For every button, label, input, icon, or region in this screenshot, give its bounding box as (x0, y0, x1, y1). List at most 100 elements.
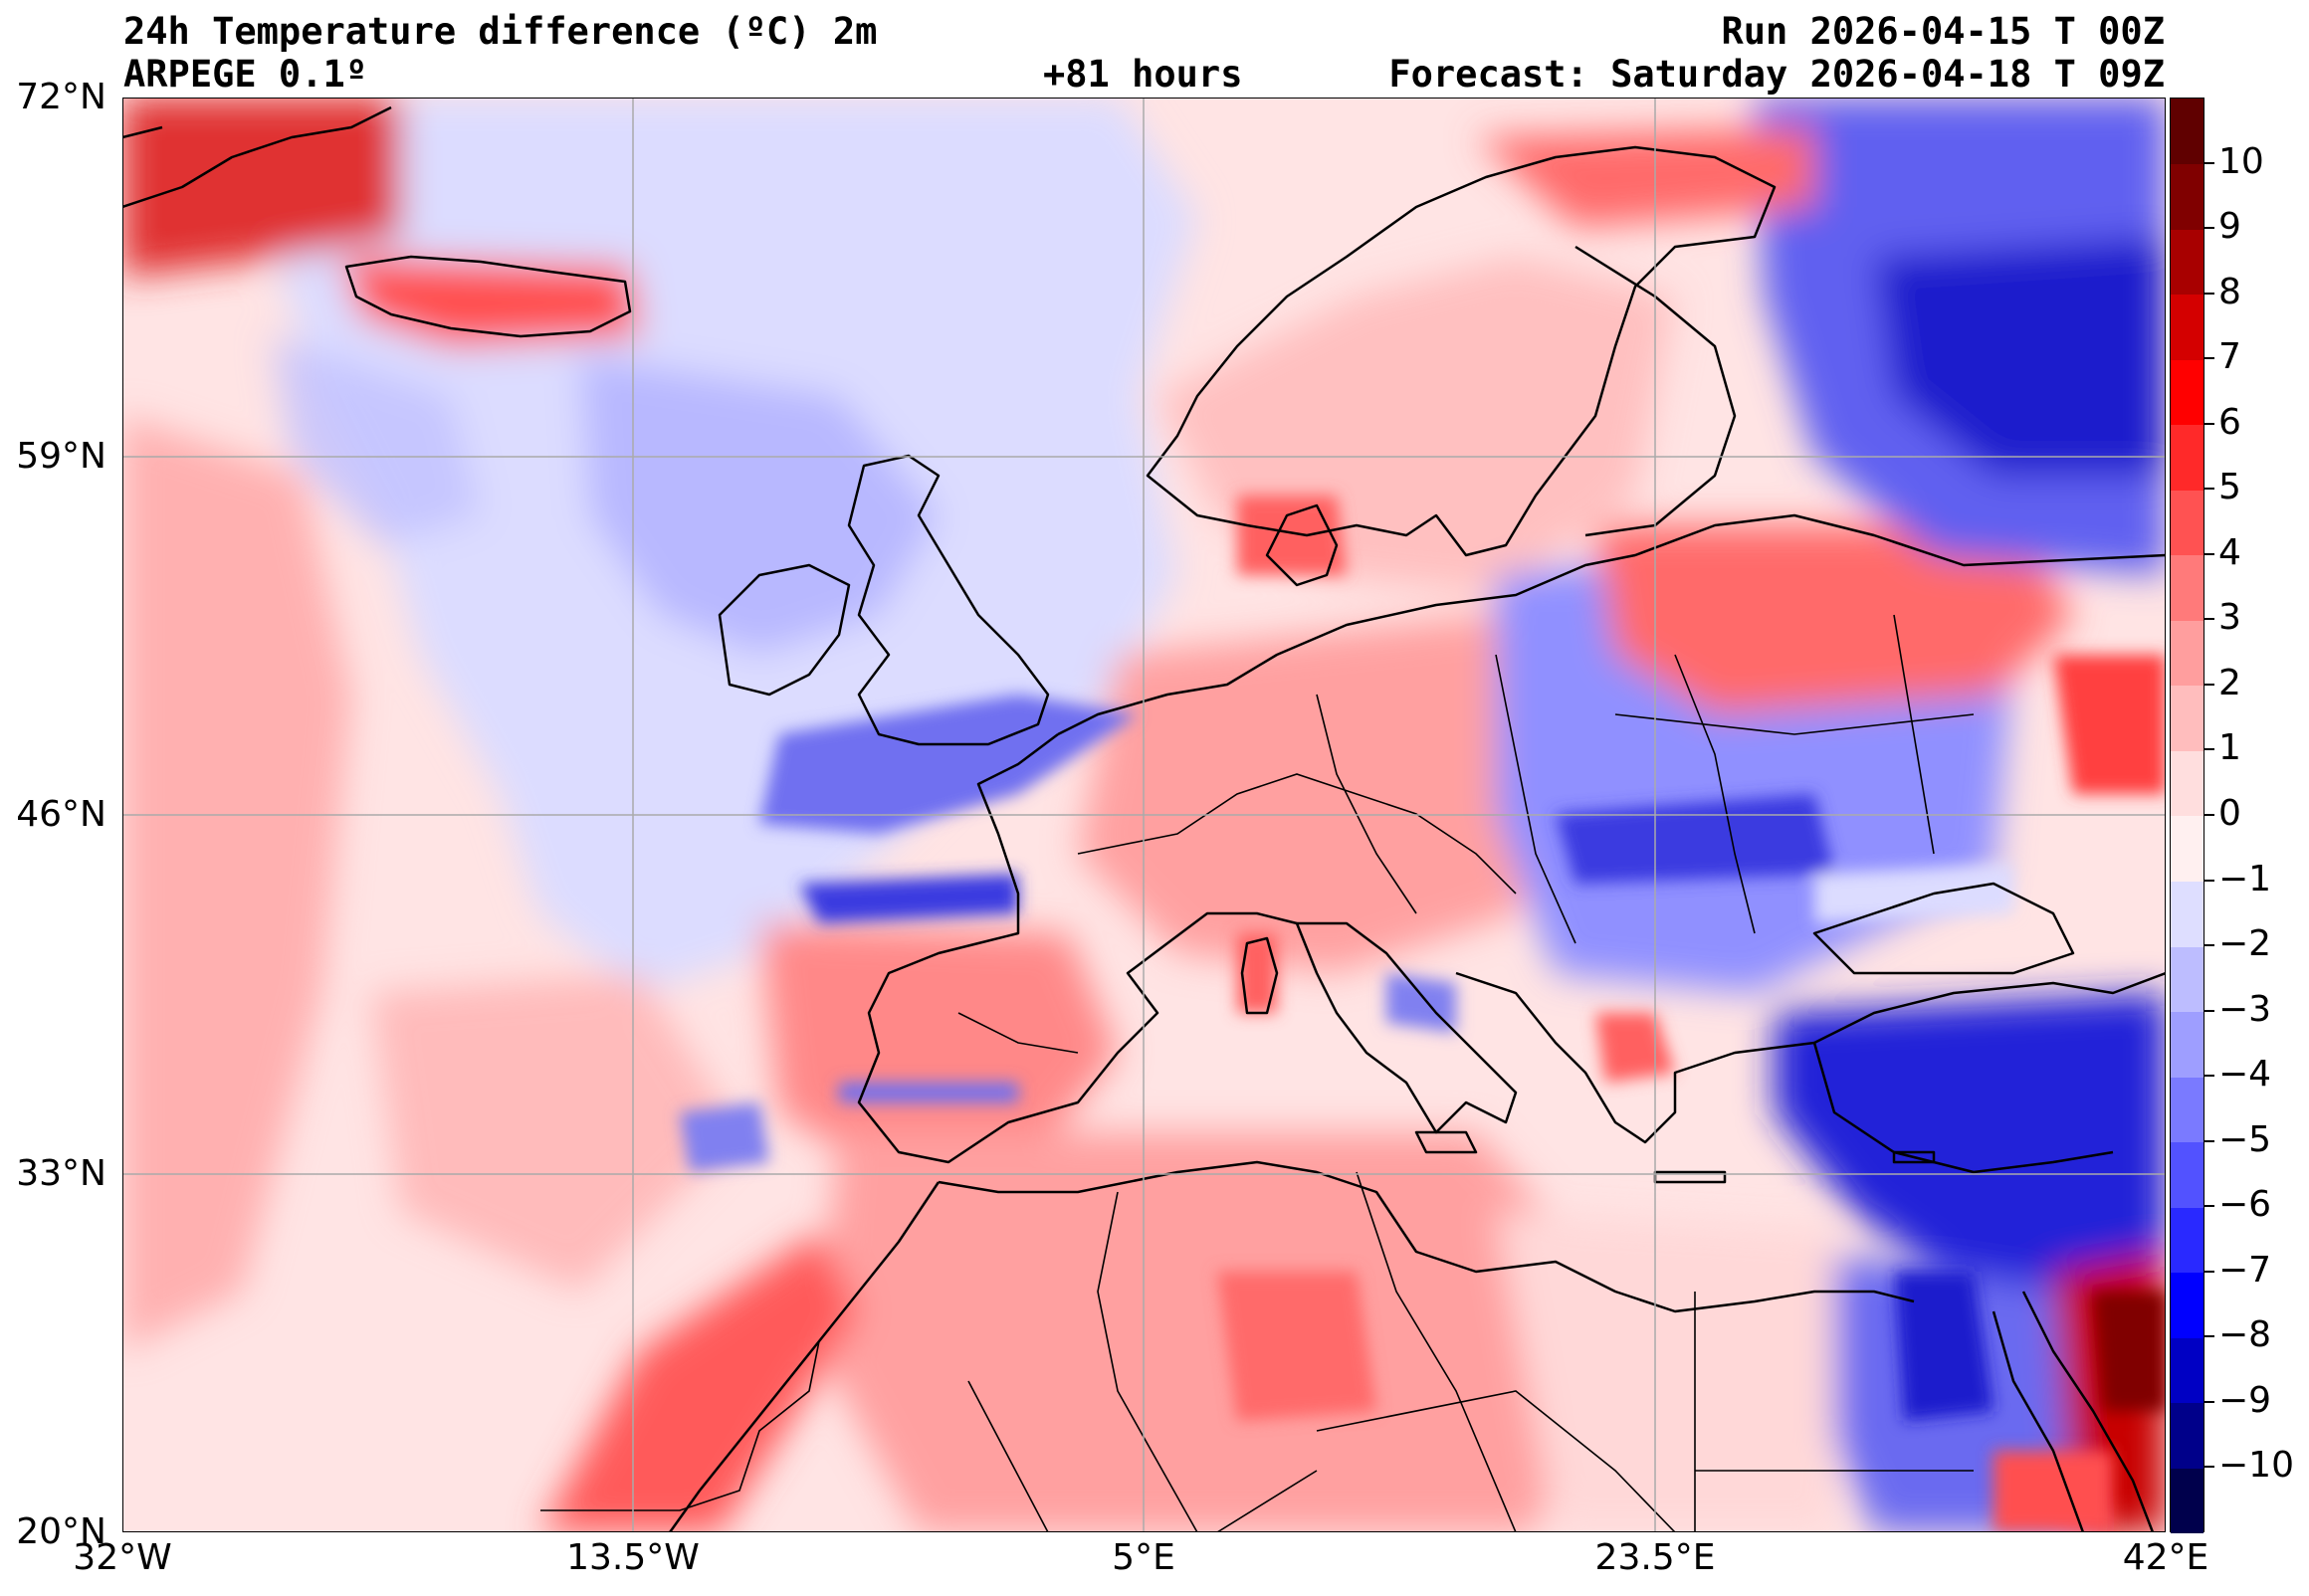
colorbar-segment (2171, 490, 2204, 556)
colorbar-segment (2171, 620, 2204, 687)
border-13 (967, 1380, 1049, 1532)
border-4 (1674, 654, 1756, 934)
colorbar-tick-mark (2204, 1205, 2214, 1208)
colorbar-segment (2171, 1272, 2204, 1338)
colorbar-tick-mark (2204, 292, 2214, 295)
colorbar-tick-mark (2204, 1270, 2214, 1273)
colorbar-segment (2171, 1207, 2204, 1274)
colorbar-tick-label: 9 (2218, 206, 2241, 248)
field-iceland-warm (341, 257, 640, 346)
colorbar-segment (2171, 1468, 2204, 1534)
border-2 (1316, 694, 1417, 914)
field-caspian-warm (2053, 655, 2166, 794)
colorbar-tick-mark (2204, 552, 2214, 555)
border-14 (1316, 1390, 1676, 1532)
colorbar-tick-mark (2204, 161, 2214, 164)
colorbar-tick-mark (2204, 1009, 2214, 1012)
colorbar-segment (2171, 816, 2204, 883)
lon-label-13.5W: 13.5°W (566, 1537, 700, 1578)
colorbar-tick-mark (2204, 227, 2214, 230)
title-line2: ARPEGE 0.1º (123, 53, 368, 96)
coast-great-britain (847, 454, 1050, 746)
run-label: Run 2026-04-15 T 00Z (1721, 10, 2165, 53)
colorbar-tick-label: −8 (2218, 1314, 2272, 1356)
field-russia-cold-core (1874, 237, 2166, 476)
coast-red-sea (1992, 1291, 2155, 1532)
lon-label-5E: 5°E (1112, 1537, 1175, 1578)
colorbar-tick-label: 7 (2218, 336, 2241, 378)
colorbar-tick-mark (2204, 1335, 2214, 1338)
colorbar-tick-mark (2204, 422, 2214, 425)
lat-label-46N: 46°N (16, 794, 106, 835)
coast-balkans (1455, 971, 1815, 1144)
colorbar-tick-label: −3 (2218, 988, 2272, 1030)
colorbar-segment (2171, 881, 2204, 947)
border-12 (540, 1340, 820, 1511)
field-adriatic-cool (1386, 973, 1456, 1033)
coast-denmark (1265, 503, 1339, 587)
coast-morocco (668, 1181, 941, 1532)
colorbar-tick-label: −6 (2218, 1184, 2272, 1226)
field-alboran-cool (839, 1083, 1018, 1102)
field-nile-cool (1894, 1272, 1994, 1421)
colorbar-tick-label: 8 (2218, 271, 2241, 312)
colorbar-tick-mark (2204, 814, 2214, 816)
colorbar-segment (2171, 946, 2204, 1013)
field-atlantic-cool-2 (580, 356, 939, 655)
colorbar-segment (2171, 424, 2204, 491)
coast-north-africa (938, 1160, 1915, 1313)
lon-label-42E: 42°E (2122, 1537, 2209, 1578)
colorbar-tick-label: 3 (2218, 597, 2241, 639)
colorbar-tick-mark (2204, 683, 2214, 686)
temperature-difference-map (122, 98, 2166, 1532)
colorbar-segment (2171, 99, 2204, 165)
field-north-africa-warm (819, 1132, 1615, 1532)
field-west-warm-2 (371, 973, 739, 1292)
colorbar-tick-label: 4 (2218, 531, 2241, 573)
border-5 (1614, 713, 1975, 735)
colorbar-tick-label: −1 (2218, 858, 2272, 899)
field-north-cape-warm (1476, 127, 1814, 227)
colorbar-tick-label: −4 (2218, 1054, 2272, 1096)
colorbar-tick-label: −5 (2218, 1118, 2272, 1160)
border-7 (957, 1012, 1079, 1054)
colorbar-segment (2171, 554, 2204, 621)
field-black-sea-cool (1814, 864, 2013, 923)
colorbar-tick-mark (2204, 488, 2214, 491)
border-8 (1097, 1191, 1198, 1532)
coast-italy (1295, 921, 1518, 1134)
colorbar-segment (2171, 685, 2204, 751)
field-arabia-core (2093, 1292, 2166, 1411)
border-15 (1216, 1470, 1318, 1532)
field-belarus-warm (1595, 525, 2073, 714)
borders (540, 614, 1975, 1532)
field-west-warm (122, 416, 351, 1351)
colorbar-tick-mark (2204, 748, 2214, 751)
colorbar-tick-mark (2204, 1075, 2214, 1078)
lead-time-label: +81 hours (1043, 53, 1243, 96)
coast-black-sea (1812, 882, 2075, 975)
colorbar-segment (2171, 1077, 2204, 1143)
coast-greenland (122, 105, 392, 209)
field-red-sea-warm (1994, 1451, 2113, 1532)
colorbar-tick-mark (2204, 1400, 2214, 1403)
field-central-europe-warm (1078, 615, 1575, 973)
colorbar-tick-mark (2204, 357, 2214, 360)
field-sardinia-warm (1237, 933, 1277, 1013)
field-atlantic-cool-3 (272, 336, 481, 545)
border-3 (1495, 654, 1576, 944)
colorbar-tick-mark (2204, 618, 2214, 621)
colorbar (2170, 98, 2204, 1534)
colorbar-tick-mark (2204, 944, 2214, 947)
coast-norway (1146, 145, 1777, 557)
field-greenland-warm (122, 98, 401, 277)
coast-cyprus (1892, 1150, 1936, 1164)
field-biscay-cool (759, 695, 1138, 834)
colorbar-tick-mark (2204, 1139, 2214, 1142)
coast-france-iberia (857, 733, 1298, 1164)
field-denmark-warm (1237, 496, 1347, 575)
lon-label-23.5E: 23.5°E (1594, 1537, 1716, 1578)
field-turkey-cold (1775, 993, 2166, 1321)
gridlines (122, 98, 2166, 1532)
colorbar-tick-label: 1 (2218, 727, 2241, 769)
